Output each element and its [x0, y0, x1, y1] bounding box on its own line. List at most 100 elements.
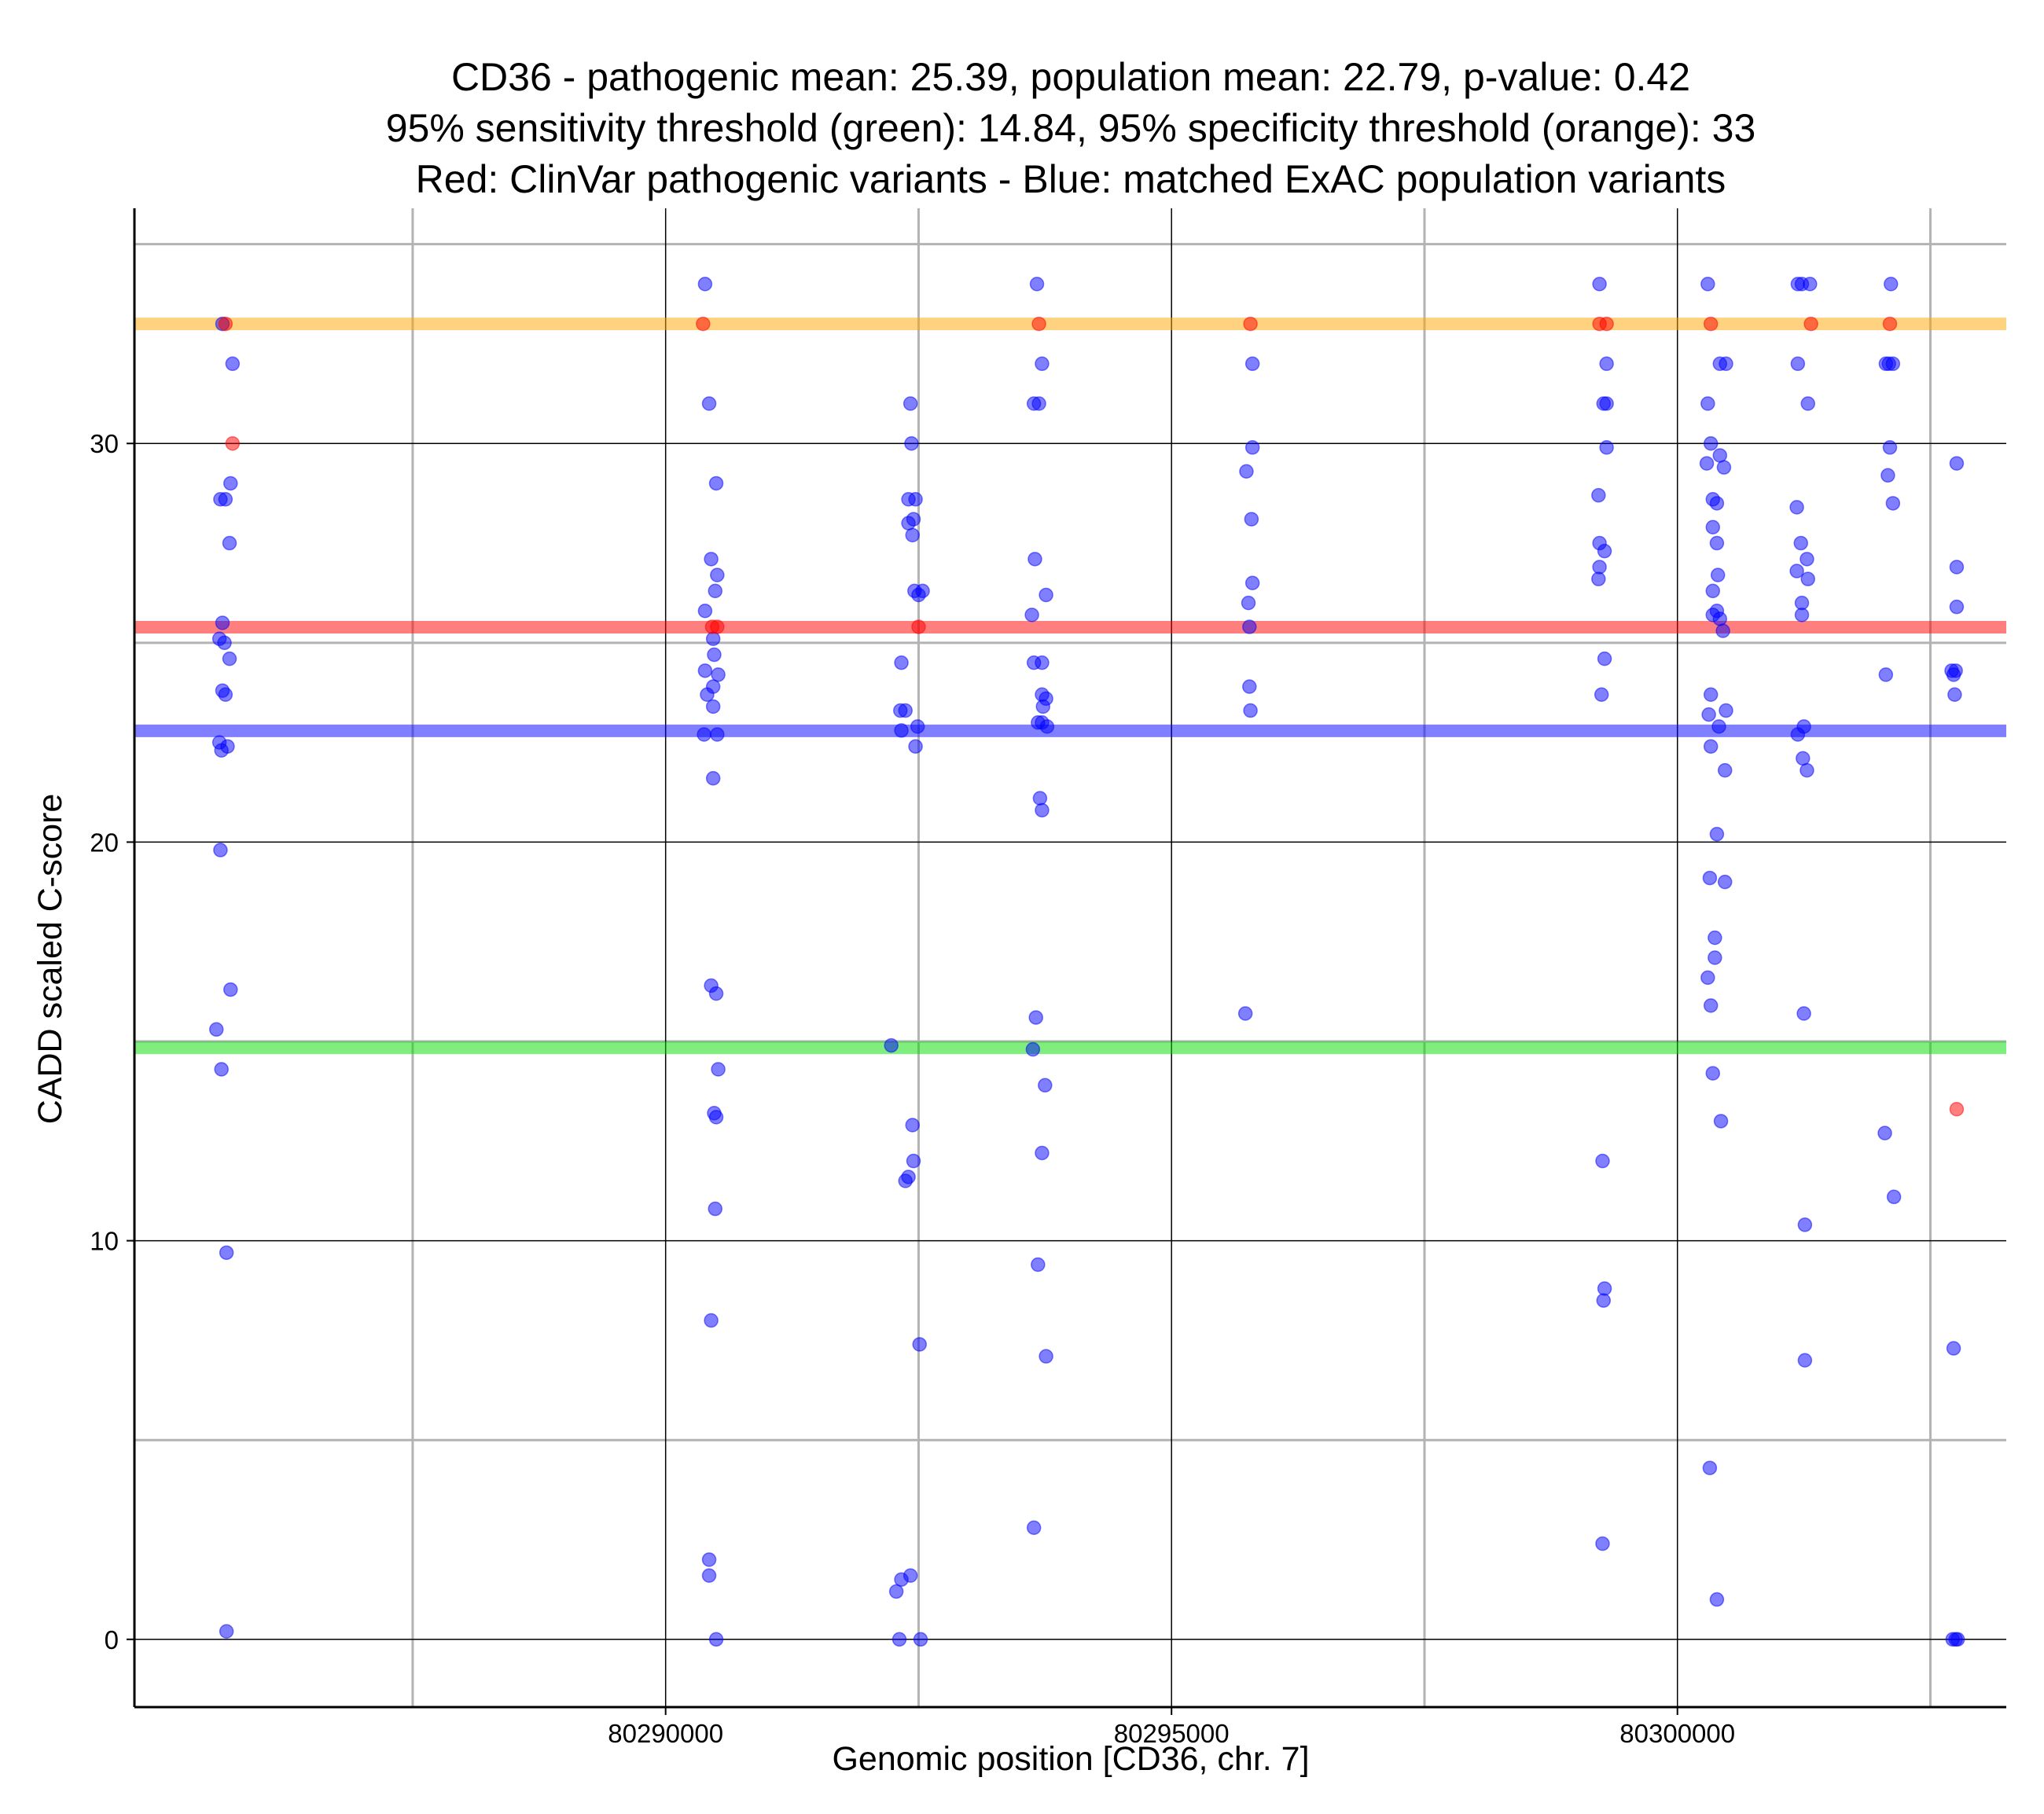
data-point	[1594, 687, 1609, 703]
data-point	[1702, 1460, 1718, 1475]
data-point	[1950, 1632, 1965, 1647]
data-point	[894, 723, 909, 738]
data-point	[213, 843, 228, 857]
data-point	[1243, 316, 1258, 332]
data-point	[208, 1022, 224, 1037]
data-point	[710, 727, 725, 742]
data-point	[1028, 552, 1042, 567]
data-point	[1719, 356, 1733, 372]
data-point	[1717, 874, 1733, 890]
data-point	[1700, 277, 1715, 292]
data-point	[1242, 679, 1257, 694]
x-tick-label: 80300000	[1619, 1719, 1735, 1748]
data-point	[1947, 687, 1962, 703]
data-point	[1949, 1101, 1965, 1117]
data-point	[1800, 552, 1814, 567]
data-point	[1700, 396, 1715, 411]
data-point	[1703, 739, 1719, 754]
data-point	[701, 396, 717, 411]
y-tick-label: 10	[90, 1227, 119, 1256]
data-point	[708, 986, 724, 1001]
data-point	[1597, 1281, 1612, 1296]
data-point	[222, 651, 237, 666]
data-point	[704, 552, 719, 567]
data-point	[217, 635, 232, 651]
data-point	[912, 1337, 927, 1352]
data-point	[218, 687, 233, 703]
chart-title: CD36 - pathogenic mean: 25.39, populatio…	[386, 55, 1756, 201]
axes	[133, 208, 2006, 1709]
data-point	[1708, 950, 1722, 965]
data-point	[710, 567, 725, 582]
data-point	[1703, 435, 1719, 451]
data-point	[1793, 535, 1808, 551]
data-point	[1882, 316, 1898, 332]
data-point	[708, 1632, 724, 1647]
data-point	[1708, 930, 1722, 946]
data-point	[1031, 396, 1046, 411]
data-point	[1797, 1217, 1813, 1232]
data-point	[1599, 356, 1614, 372]
data-point	[1949, 456, 1965, 471]
data-point	[214, 743, 229, 758]
data-point	[705, 699, 721, 714]
data-point	[1712, 448, 1728, 463]
data-point	[1031, 316, 1046, 332]
x-tick-label: 80295000	[1114, 1719, 1230, 1748]
data-point	[1700, 970, 1715, 986]
data-point	[1244, 356, 1260, 372]
data-point	[708, 476, 724, 491]
data-point	[1713, 1114, 1729, 1129]
y-axis-ticks: 0 10 20 30	[90, 429, 134, 1654]
data-point	[1239, 464, 1254, 479]
data-point	[696, 316, 711, 332]
data-point	[1597, 651, 1612, 666]
data-point	[1592, 277, 1607, 292]
data-point	[1591, 487, 1606, 503]
data-point	[708, 1110, 724, 1125]
data-point	[898, 1173, 913, 1188]
data-point	[888, 1584, 904, 1599]
data-point	[1242, 619, 1257, 634]
data-point	[1039, 1349, 1053, 1364]
data-point	[1710, 567, 1726, 582]
data-point	[891, 1632, 907, 1647]
data-point	[1709, 496, 1725, 511]
data-point	[1709, 827, 1725, 842]
data-point	[1709, 535, 1725, 551]
data-point	[1025, 1041, 1041, 1057]
y-tick-label: 0	[105, 1625, 119, 1654]
data-point	[1699, 456, 1715, 471]
data-point	[1241, 595, 1256, 611]
data-point	[908, 739, 923, 754]
data-point	[225, 435, 241, 451]
data-point	[1800, 396, 1815, 411]
data-point	[1800, 762, 1814, 778]
y-tick-label: 30	[90, 429, 119, 458]
data-point	[1711, 719, 1726, 734]
data-point	[1946, 667, 1961, 682]
data-point	[1026, 1520, 1042, 1536]
data-point	[1039, 719, 1055, 734]
data-point	[906, 1153, 921, 1169]
data-point	[1035, 655, 1050, 670]
title-line-1: CD36 - pathogenic mean: 25.39, populatio…	[451, 55, 1690, 99]
data-point	[1028, 1010, 1043, 1025]
data-point	[1803, 277, 1818, 292]
data-point	[1244, 440, 1260, 455]
threshold-lines	[134, 318, 2006, 1055]
data-point	[908, 491, 923, 507]
data-point	[1796, 1006, 1811, 1021]
x-axis-title: Genomic position [CD36, chr. 7]	[832, 1740, 1309, 1778]
data-point	[1039, 587, 1053, 603]
data-point	[697, 604, 713, 619]
data-point	[1717, 762, 1733, 778]
data-point	[1703, 998, 1719, 1013]
data-point	[1024, 608, 1039, 622]
data-point	[1796, 751, 1811, 766]
data-point	[701, 1552, 717, 1567]
data-point	[1702, 870, 1718, 886]
data-point	[1800, 571, 1815, 586]
data-point	[1595, 1536, 1610, 1551]
